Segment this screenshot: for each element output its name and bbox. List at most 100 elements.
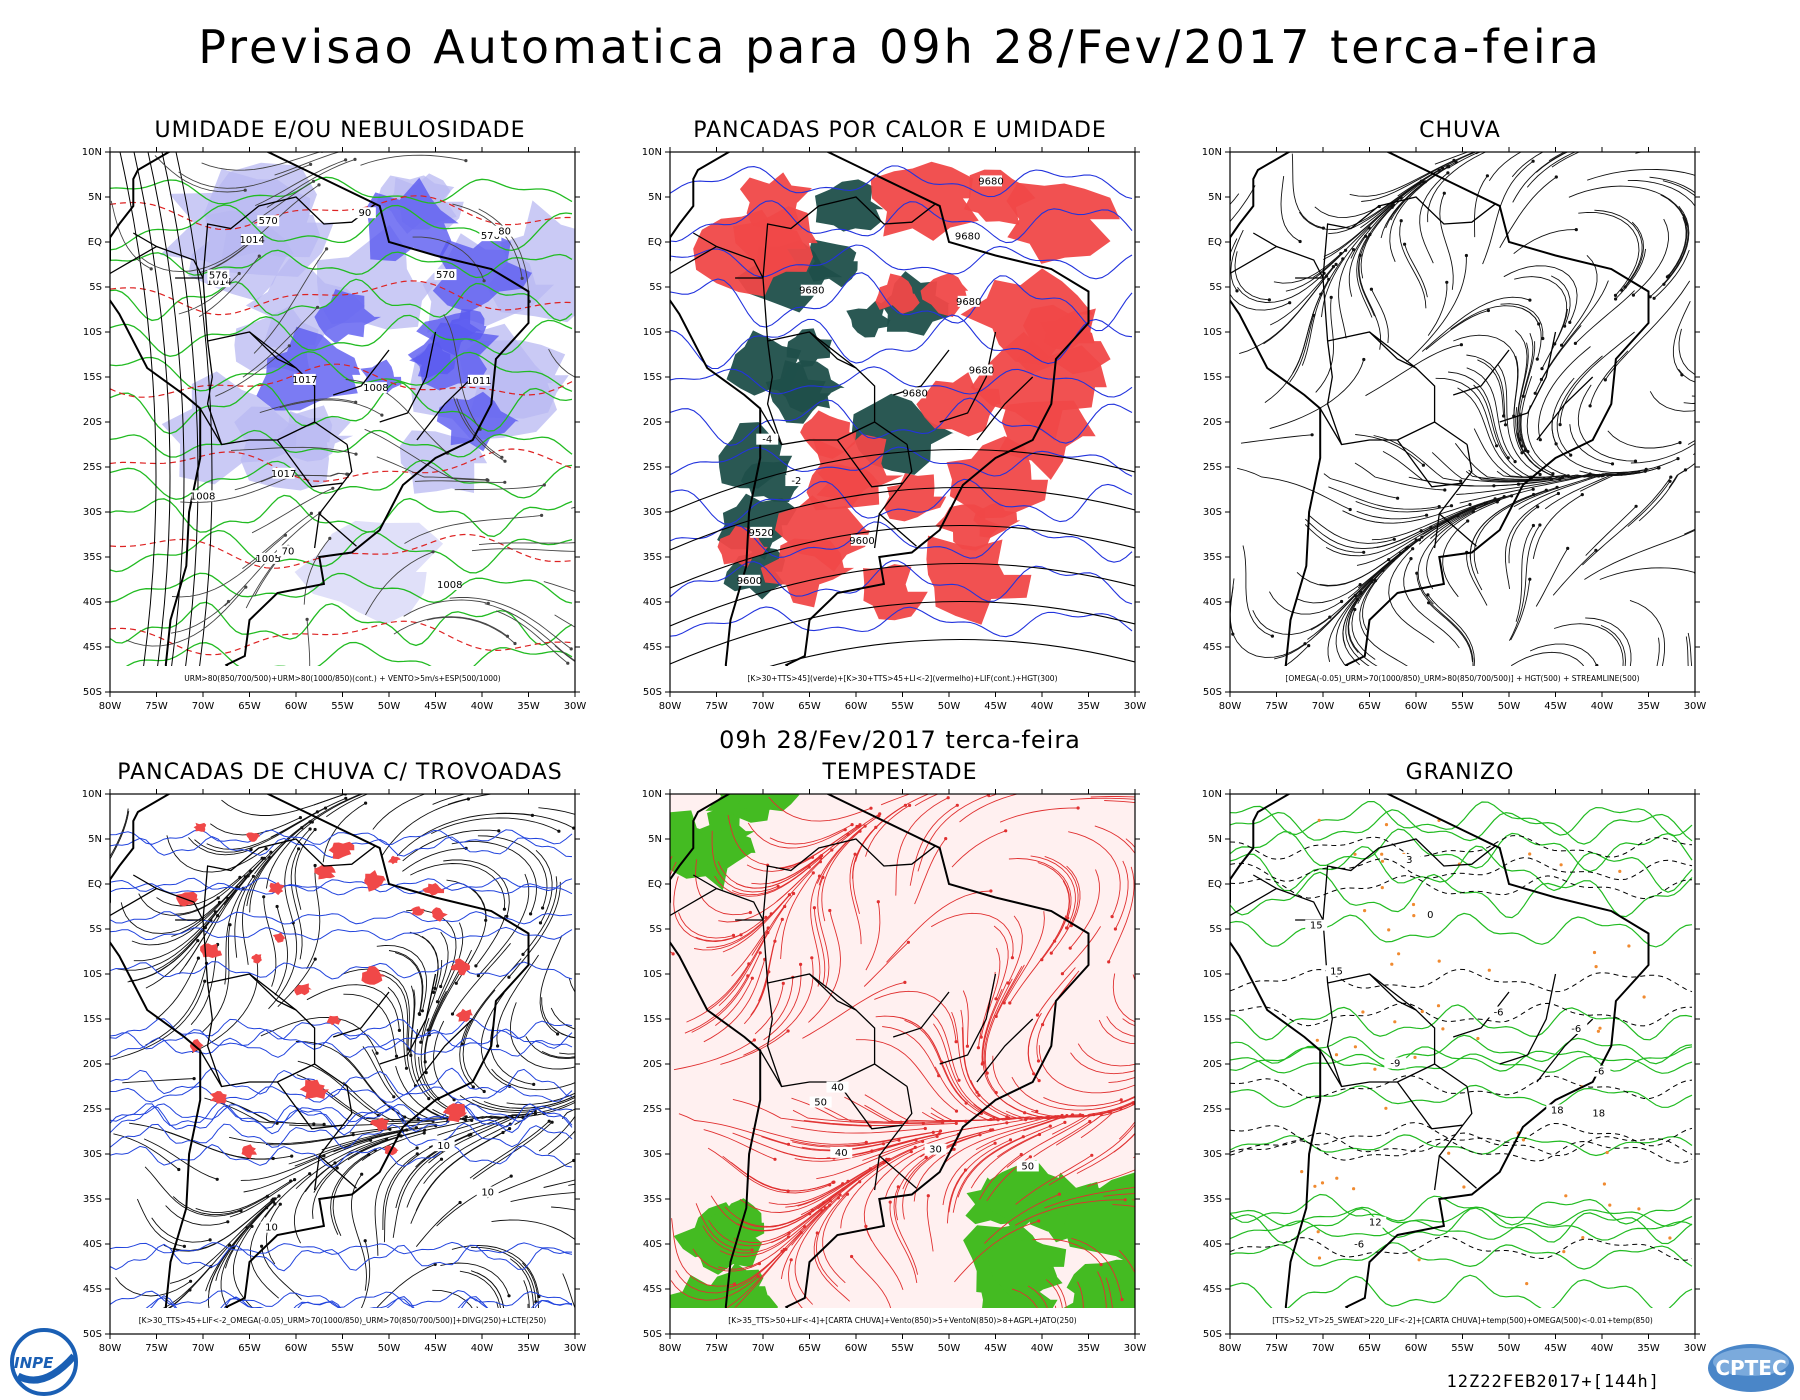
- streamline: [684, 975, 749, 1034]
- streamline-arrow: [914, 1138, 918, 1142]
- streamline-arrow: [1334, 262, 1338, 266]
- streamline-arrow: [1722, 431, 1725, 434]
- lat-label: EQ: [1208, 879, 1222, 890]
- streamline: [113, 1133, 180, 1170]
- geopotential-line: [670, 600, 1135, 665]
- lat-label: 15S: [1203, 372, 1222, 383]
- caption-band: [110, 666, 575, 692]
- contour-label-box: [1588, 1065, 1611, 1077]
- streamline-arrow: [572, 826, 575, 830]
- contour-label-box: [956, 230, 979, 242]
- map-umidade: 1014101110171008100810141008100510175765…: [82, 147, 599, 712]
- streamline: [794, 1197, 839, 1305]
- lon-label: 75W: [705, 701, 728, 712]
- contour-line: [110, 280, 573, 316]
- streamline: [1361, 152, 1476, 202]
- streamline: [1519, 412, 1554, 475]
- streamline-arrow: [1655, 756, 1658, 759]
- streamline-arrow: [979, 1035, 983, 1039]
- streamline-arrow: [360, 1172, 364, 1176]
- streamline: [1106, 1016, 1135, 1037]
- streamline: [1427, 282, 1448, 336]
- streamline-arrow: [671, 952, 675, 956]
- panel-title: PANCADAS DE CHUVA C/ TROVOADAS: [117, 760, 563, 785]
- streamline: [951, 1011, 1008, 1118]
- hail-dot: [1380, 886, 1384, 890]
- streamline-arrow: [989, 889, 993, 893]
- contour-line: [110, 249, 573, 279]
- streamline: [1365, 344, 1462, 397]
- thunder-cell: [370, 1117, 390, 1132]
- streamline-arrow: [503, 459, 507, 463]
- streamline-arrow: [1541, 336, 1545, 341]
- contour-label: 1005: [255, 554, 280, 565]
- streamline: [242, 857, 271, 965]
- streamline: [462, 989, 496, 1092]
- streamline: [1118, 1121, 1135, 1140]
- country-border: [202, 196, 376, 279]
- geopotential-line: [670, 448, 1135, 513]
- streamline: [815, 1181, 860, 1287]
- streamline-arrow: [476, 974, 480, 978]
- hail-dot: [1605, 1150, 1609, 1155]
- inpe-logo[interactable]: INPE: [4, 1326, 88, 1398]
- streamline-arrow: [756, 1274, 760, 1279]
- streamline: [452, 943, 511, 1015]
- streamline: [1544, 473, 1622, 510]
- streamline: [402, 847, 467, 872]
- heat-red-area: [870, 161, 979, 241]
- humidity-shade: [399, 430, 488, 494]
- contour-label-box: [750, 526, 773, 538]
- country-border: [873, 513, 880, 549]
- lon-label: 30W: [1124, 701, 1147, 712]
- streamline-arrow: [1035, 1109, 1039, 1113]
- streamline: [840, 1151, 912, 1229]
- streamline: [264, 1173, 310, 1218]
- streamline-arrow: [311, 179, 316, 183]
- streamline: [371, 1049, 464, 1121]
- streamline-arrow: [732, 1282, 737, 1286]
- streamline-arrow: [322, 1154, 326, 1158]
- streamline-arrow: [1526, 450, 1530, 454]
- cptec-logo[interactable]: CPTEC: [1706, 1342, 1796, 1394]
- streamline: [792, 1131, 934, 1148]
- streamline: [1356, 502, 1487, 566]
- streamline: [1633, 218, 1669, 296]
- streamline: [151, 1217, 211, 1243]
- streamline: [1585, 617, 1632, 692]
- lat-label: 20S: [83, 417, 102, 428]
- streamline: [361, 1132, 425, 1161]
- streamline-arrow: [1341, 257, 1345, 261]
- contour-line: [670, 200, 1133, 244]
- streamline-arrow: [1612, 713, 1615, 716]
- heat-green-area: [815, 179, 884, 232]
- lat-label: 10S: [643, 327, 662, 338]
- streamline-arrow: [1719, 420, 1722, 423]
- streamline-arrow: [818, 855, 822, 859]
- streamline-arrow: [596, 549, 599, 552]
- contour-line: [110, 829, 573, 845]
- streamline: [224, 1201, 274, 1269]
- streamline: [478, 208, 530, 302]
- streamline: [265, 1128, 390, 1146]
- streamline-arrow: [764, 915, 768, 919]
- streamline: [957, 1125, 1051, 1198]
- streamline: [543, 581, 575, 592]
- streamline-arrow: [1454, 160, 1458, 164]
- streamline: [1319, 539, 1417, 586]
- streamline-arrow: [1623, 285, 1627, 289]
- lon-label: 40W: [1591, 701, 1614, 712]
- streamline: [322, 802, 366, 863]
- contour-label: 30: [929, 1145, 942, 1156]
- lon-label: 55W: [891, 701, 914, 712]
- streamline: [727, 1207, 826, 1289]
- streamline: [1356, 206, 1393, 318]
- lat-label: 20S: [83, 1059, 102, 1070]
- heat-red-area: [774, 495, 870, 572]
- streamline: [841, 1133, 959, 1198]
- streamline-arrow: [1027, 790, 1030, 793]
- streamline-arrow: [464, 159, 468, 163]
- lat-label: 40S: [1203, 1239, 1222, 1250]
- streamline-arrow: [422, 1131, 426, 1135]
